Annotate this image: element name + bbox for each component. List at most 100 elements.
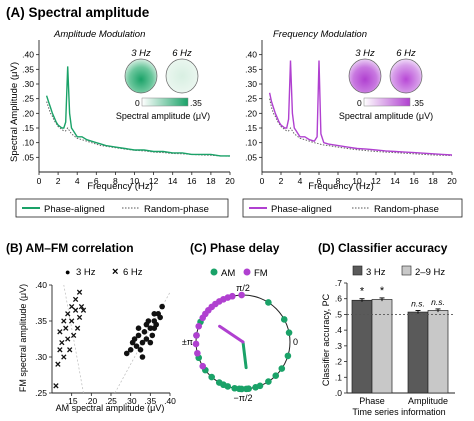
fm-colorbar <box>363 97 411 107</box>
legend-am-marker <box>210 268 218 276</box>
legend-3hz-label: 3 Hz <box>76 267 96 278</box>
fm-legend-dotted-label: Random-phase <box>374 204 439 215</box>
d-y-tick-label: .2 <box>335 357 342 367</box>
fm-y-tick-label: .35 <box>245 64 257 74</box>
fm-colorbar-min: 0 <box>357 98 362 108</box>
legend-am-label: AM <box>221 268 235 279</box>
c-am-point <box>278 365 286 372</box>
d-bar-2-9hz <box>371 299 393 394</box>
panel-b-label: (B) AM–FM correlation <box>6 241 134 255</box>
am-y-tick-label: .20 <box>22 108 34 118</box>
classifier-bar-chart: .0 .1 .2 .3 .4 .5 .6 .7 * * Phase n.s. n.s. Amplitude <box>335 278 455 406</box>
b-x-tick-label: .35 <box>144 396 156 406</box>
c-am-point <box>285 329 293 336</box>
fm-topo-label-3hz: 3 Hz <box>355 48 375 59</box>
fm-y-tick-label: .40 <box>245 50 257 60</box>
b-point-6hz <box>72 296 79 303</box>
fm-topo-6hz <box>389 58 423 94</box>
c-am-point <box>272 372 280 380</box>
b-point-6hz <box>61 318 67 324</box>
fm-x-tick-label: 16 <box>409 176 419 186</box>
am-phase-aligned-line <box>45 66 230 157</box>
am-x-tick-label: 2 <box>56 176 61 186</box>
c-fm-mean-vector <box>218 324 245 344</box>
d-bar-3hz <box>407 311 429 394</box>
b-point-3hz <box>131 336 138 342</box>
fm-x-tick-label: 4 <box>298 176 303 186</box>
am-x-tick-label: 4 <box>75 176 80 186</box>
b-x-tick-label: .40 <box>164 396 176 406</box>
d-y-tick-label: .1 <box>335 372 342 382</box>
b-point-3hz <box>135 325 142 332</box>
b-point-6hz <box>53 383 59 389</box>
b-point-3hz <box>139 339 146 346</box>
am-legend: Phase-aligned Random-phase <box>15 198 229 218</box>
b-point-3hz <box>149 332 156 339</box>
b-point-3hz <box>127 347 134 353</box>
d-y-tick-label: .6 <box>335 294 342 304</box>
fm-y-tick-label: .20 <box>245 108 257 118</box>
fm-x-tick-label: 12 <box>371 176 381 186</box>
b-y-tick-label: .40 <box>35 280 47 290</box>
am-topo-3hz <box>124 58 158 94</box>
am-random-phase-line <box>46 101 231 157</box>
fm-phase-aligned-line <box>268 60 453 156</box>
fm-legend-solid-label: Phase-aligned <box>271 204 332 215</box>
am-y-tick-label: .40 <box>22 50 34 60</box>
d-y-tick-label: .0 <box>335 388 342 398</box>
fm-y-tick-label: .15 <box>245 123 257 133</box>
am-x-tick-label: 16 <box>187 176 197 186</box>
d-y-tick-label: .7 <box>335 278 342 288</box>
c-fm-point <box>202 310 209 318</box>
b-point-6hz <box>63 325 69 331</box>
b-point-6hz <box>59 339 65 346</box>
panel-c-label: (C) Phase delay <box>190 241 280 255</box>
panel-b-ylabel: FM spectral amplitude (μV) <box>18 284 28 392</box>
b-point-6hz <box>72 307 79 313</box>
correlation-scatter: .15 .20 .25 .30 .35 .40 .25 .30 .35 .40 <box>35 280 176 406</box>
phase-polar-plot: π/2 ±π 0 −π/2 <box>182 283 298 403</box>
am-topo-label-3hz: 3 Hz <box>131 48 151 59</box>
am-topo-inset: 3 Hz 6 Hz 0 .35 Spectral amplitude (μV) <box>116 48 210 121</box>
am-x-tick-label: 18 <box>206 176 216 186</box>
b-point-3hz <box>143 336 150 342</box>
polar-tick-right: 0 <box>293 337 298 347</box>
b-point-3hz <box>145 318 152 324</box>
am-topo-label-6hz: 6 Hz <box>172 48 192 59</box>
b-point-3hz <box>159 303 165 310</box>
b-point-6hz <box>69 303 75 310</box>
d-significance-label: * <box>360 286 365 298</box>
am-y-tick-label: .30 <box>22 79 34 89</box>
b-y-tick-label: .25 <box>35 388 47 398</box>
am-y-tick-label: .10 <box>22 138 34 148</box>
fm-y-tick-label: .30 <box>245 79 257 89</box>
legend-3hz-swatch <box>352 265 363 276</box>
panel-a-label: (A) Spectral amplitude <box>6 5 150 20</box>
c-fm-point <box>193 332 200 339</box>
fm-y-tick-label: .25 <box>245 94 257 104</box>
fm-random-phase-line <box>269 98 453 157</box>
c-fm-point <box>238 291 245 299</box>
c-fm-point <box>192 340 200 348</box>
am-spectrum-plot: Amplitude Modulation 0 2 4 6 8 10 12 14 16 18 20 .0… <box>22 29 235 186</box>
am-y-tick-label: .25 <box>22 94 34 104</box>
am-y-tick-label: .35 <box>22 64 34 74</box>
b-point-3hz <box>141 329 148 335</box>
b-point-3hz <box>137 347 144 353</box>
am-colorbar-label: Spectral amplitude (μV) <box>116 111 210 121</box>
b-point-6hz <box>65 311 71 317</box>
am-x-tick-label: 12 <box>149 176 159 186</box>
b-x-tick-label: .20 <box>85 396 97 406</box>
am-y-tick-label: .15 <box>22 123 34 133</box>
legend-2-9hz-bar-label: 2–9 Hz <box>415 267 445 278</box>
c-am-point <box>284 352 292 360</box>
b-point-6hz <box>57 329 63 335</box>
legend-3hz-marker: ● <box>65 267 70 277</box>
panel-d-label: (D) Classifier accuracy <box>318 241 448 255</box>
fm-x-tick-label: 20 <box>447 176 457 186</box>
am-legend-box <box>15 198 229 218</box>
legend-2-9hz-swatch <box>401 265 412 276</box>
fm-spectrum-plot: Frequency Modulation 0 2 4 6 8 10 12 14 16 18 20 .0… <box>245 29 457 186</box>
d-y-tick-label: .4 <box>335 325 342 335</box>
